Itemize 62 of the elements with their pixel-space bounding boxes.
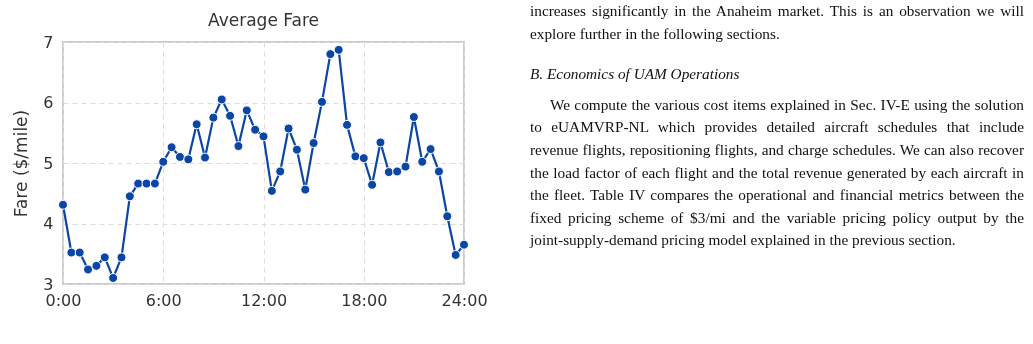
point [191, 119, 202, 130]
point [308, 138, 319, 148]
point [116, 252, 127, 263]
point [342, 119, 353, 130]
y-axis-title: Fare ($/mile) [11, 109, 32, 218]
point [291, 144, 302, 155]
point [325, 49, 336, 60]
point [141, 178, 152, 189]
x-tick-label: 12:00 [240, 290, 288, 310]
point [433, 166, 444, 177]
point [358, 153, 369, 164]
point [174, 151, 185, 162]
text: B. Economics of UAM Operations [530, 64, 741, 85]
point [317, 96, 327, 107]
point [250, 124, 261, 135]
point [133, 178, 144, 189]
point [258, 131, 269, 142]
point [83, 264, 94, 275]
point [392, 166, 403, 177]
point [166, 142, 177, 153]
point [183, 154, 194, 165]
point [149, 178, 160, 189]
point [58, 199, 68, 210]
point [383, 167, 394, 178]
point [66, 247, 77, 258]
point [333, 44, 344, 55]
point [300, 184, 311, 195]
point [367, 179, 378, 190]
point [425, 144, 436, 155]
point [442, 211, 453, 222]
point [266, 185, 277, 196]
x-tick-label: 6:00 [145, 290, 182, 310]
chart-title: Average Fare [208, 10, 319, 30]
point [400, 161, 411, 172]
x-tick-label: 18:00 [341, 290, 388, 310]
y-tick-label: 5 [43, 153, 54, 173]
point [74, 247, 85, 258]
point [208, 112, 219, 123]
point [417, 156, 428, 167]
point [99, 252, 110, 263]
point [124, 191, 135, 202]
point [450, 250, 461, 260]
point [158, 156, 169, 167]
point [91, 260, 102, 271]
point [200, 152, 210, 163]
x-tick-label: 24:00 [441, 290, 488, 310]
point [459, 239, 469, 250]
text: increases significantly in the Anaheim market. This is an observation we will explore further in the following sections. [530, 1, 1024, 44]
y-tick-label: 6 [43, 93, 54, 112]
point [233, 141, 244, 152]
point [408, 112, 419, 122]
point [275, 166, 286, 177]
point [350, 151, 361, 162]
point [375, 137, 386, 148]
point [283, 123, 294, 134]
text: We compute the various cost items explained in Sec. IV-E using the solution to eUAMVRP-NL which provides detailed aircraft schedules that include revenue flights, repositioning flights, and charge schedules. We can also recover the load factor of each flight and the total revenue generated by each aircraft in the fleet. Table IV compares the operational and financial metrics between the fixed pricing scheme of $3/mi and the variable pricing policy output by the joint-supply-demand pricing model explained in the previous section. [530, 94, 1024, 251]
point [108, 272, 119, 283]
y-tick-label: 4 [43, 214, 54, 233]
point [241, 105, 252, 116]
point [216, 94, 227, 105]
y-tick-label: 7 [43, 32, 54, 52]
point [225, 110, 236, 121]
